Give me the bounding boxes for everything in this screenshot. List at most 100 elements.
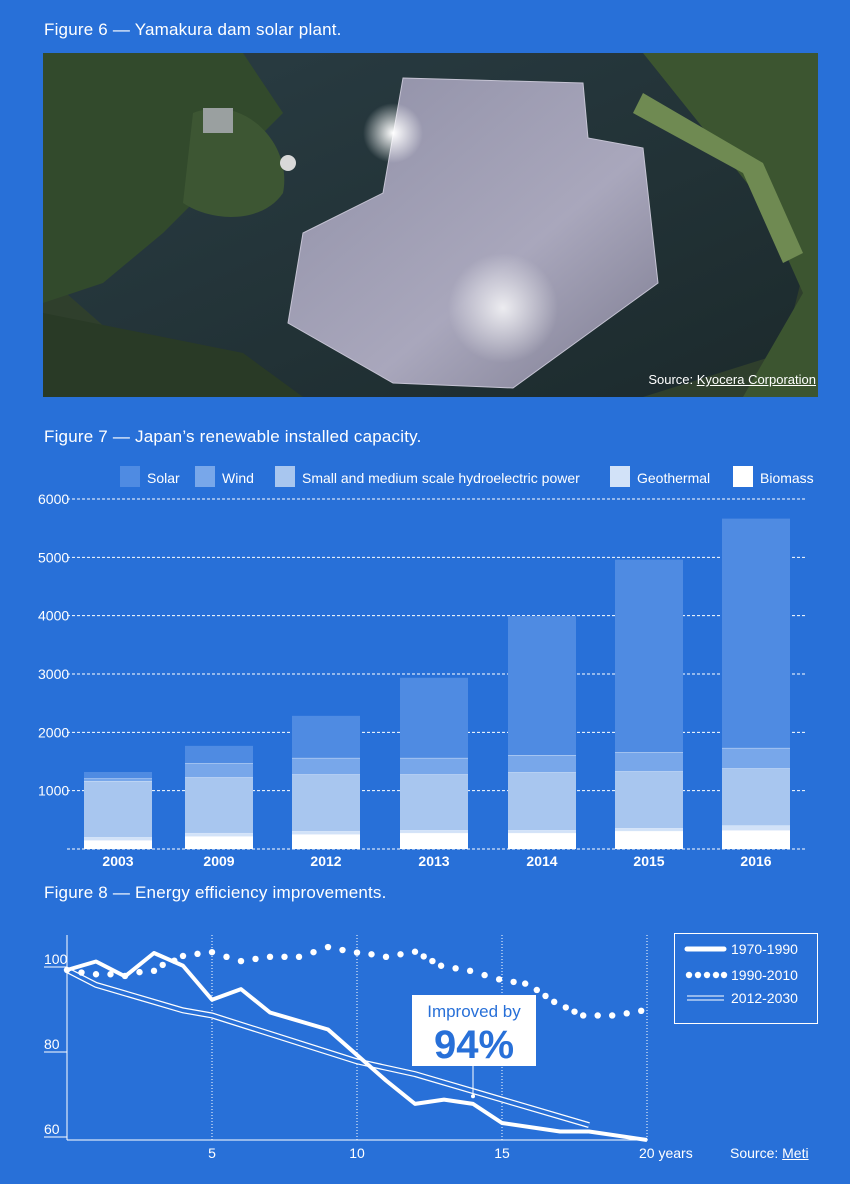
legend-swatch-1990-2010-dot [703,971,711,979]
x-tick-label: 2003 [102,853,133,869]
y-tick-label: 2000 [38,724,69,740]
energy-efficiency-chart: 5 10 15 20 years 60 80 100 Improved by 94% 1970-1… [44,933,818,1161]
y-tick-label: 60 [44,1121,60,1137]
series-1990-2010-point [437,962,445,969]
bar-segment-geothermal [185,832,253,836]
series-1990-2010-point [397,951,404,958]
x-tick-label: 2014 [526,853,557,869]
series-1990-2010-point [353,949,361,956]
series-1990-2010-point [136,968,143,976]
bar-segment-small [508,772,576,830]
bar-segment-wind [508,755,576,773]
bar-segment-geothermal [722,825,790,830]
legend-label: 2012-2030 [731,990,798,1006]
legend-swatch-geothermal [610,466,630,487]
bar-segment-biomass [400,832,468,849]
series-1990-2010-point [339,946,346,954]
annotation-dot [471,1094,475,1099]
meti-source-link[interactable]: Meti [782,1145,809,1161]
annotation-line1: Improved by [427,1002,521,1021]
x-tick-label: 2012 [310,853,341,869]
source-label: Source: [730,1145,779,1161]
bar-segment-biomass [185,835,253,849]
bar-segment-small [292,774,360,831]
series-1990-2010-point [223,953,230,961]
x-tick-label: 5 [208,1145,216,1161]
series-1990-2010-point [411,948,419,955]
figure-8-title: Figure 8 — Energy efficiency improvement… [44,883,387,902]
bar-segment-solar [84,772,152,779]
bar-segment-wind [722,747,790,769]
legend-label: Wind [222,470,254,486]
legend-swatch-1990-2010-dot [694,971,702,979]
series-1990-2010-point [368,951,375,958]
y-tick-label: 5000 [38,549,69,565]
x-tick-label: 20 years [639,1145,693,1161]
legend-label: Biomass [760,470,814,486]
y-tick-label: 100 [44,951,68,967]
series-1990-2010-point [310,948,317,956]
bar-segment-biomass [615,830,683,849]
series-1990-2010-point [171,957,178,964]
bar-segment-biomass [84,839,152,849]
series-1990-2010-point [266,953,274,961]
bar-segment-solar [615,559,683,753]
legend-swatch-small [275,466,295,487]
y-tick-label: 4000 [38,608,69,624]
kyocera-source-link[interactable]: Kyocera Corporation [696,372,816,387]
bar-segment-biomass [292,834,360,849]
bar-segment-solar [722,518,790,748]
legend-swatch-wind [195,466,215,487]
legend-label: 1990-2010 [731,967,798,983]
bar-segment-small [185,777,253,833]
series-1990-2010-point [281,953,288,961]
legend-label: Solar [147,470,180,486]
x-tick-label: 2016 [740,853,771,869]
bar-segment-wind [400,757,468,775]
series-1990-2010-point [179,952,187,960]
series-1990-2010-point [208,948,216,956]
series-1990-2010-point [237,957,245,965]
series-1990-2010-point [495,976,503,983]
bar-segment-biomass [508,832,576,849]
solar-plant-photo: Source: Kyocera Corporation [43,53,818,397]
bar-segment-geothermal [84,837,152,840]
bar-segment-wind [615,752,683,772]
legend-label: Small and medium scale hydroelectric pow… [302,470,580,486]
series-1990-2010-point [295,953,303,961]
x-tick-label: 2013 [418,853,449,869]
annotation-box [412,995,536,1066]
figure-7-title: Figure 7 — Japan’s renewable installed c… [44,427,422,446]
legend-swatch-solar [120,466,140,487]
y-tick-label: 3000 [38,666,69,682]
x-tick-label: 15 [494,1145,510,1161]
y-tick-label: 80 [44,1036,60,1052]
bar-segment-wind [185,763,253,778]
series-1990-2010-point [194,950,201,958]
series-1990-2010-point [420,953,427,960]
figure-6-title: Figure 6 — Yamakura dam solar plant. [44,20,342,39]
bar-segment-geothermal [400,829,468,833]
series-1990-2010-point [159,961,166,969]
series-1990-2010-point [382,953,390,961]
series-1990-2010-point [533,986,540,994]
series-1990-2010-point [121,972,129,980]
bar-segment-wind [84,778,152,782]
series-1990-2010-point [510,978,517,986]
bar-segment-small [400,774,468,830]
series-1990-2010-point [466,967,474,975]
legend-swatch-biomass [733,466,753,487]
series-1990-2010-point [324,943,332,951]
series-1990-2010-point [452,965,459,972]
annotation-line2: 94% [434,1023,514,1067]
series-1990-2010-point [107,971,114,978]
series-1990-2010-point [78,969,85,976]
series-1990-2010-point [92,971,100,978]
series-1990-2010-point [429,957,436,965]
x-tick-label: 2015 [633,853,664,869]
legend-label: 1970-1990 [731,941,798,957]
series-1990-2010-point [252,955,259,963]
series-1990-2010-point [609,1012,616,1019]
series-1990-2010-point [481,971,488,979]
y-tick-label: 6000 [38,491,69,507]
